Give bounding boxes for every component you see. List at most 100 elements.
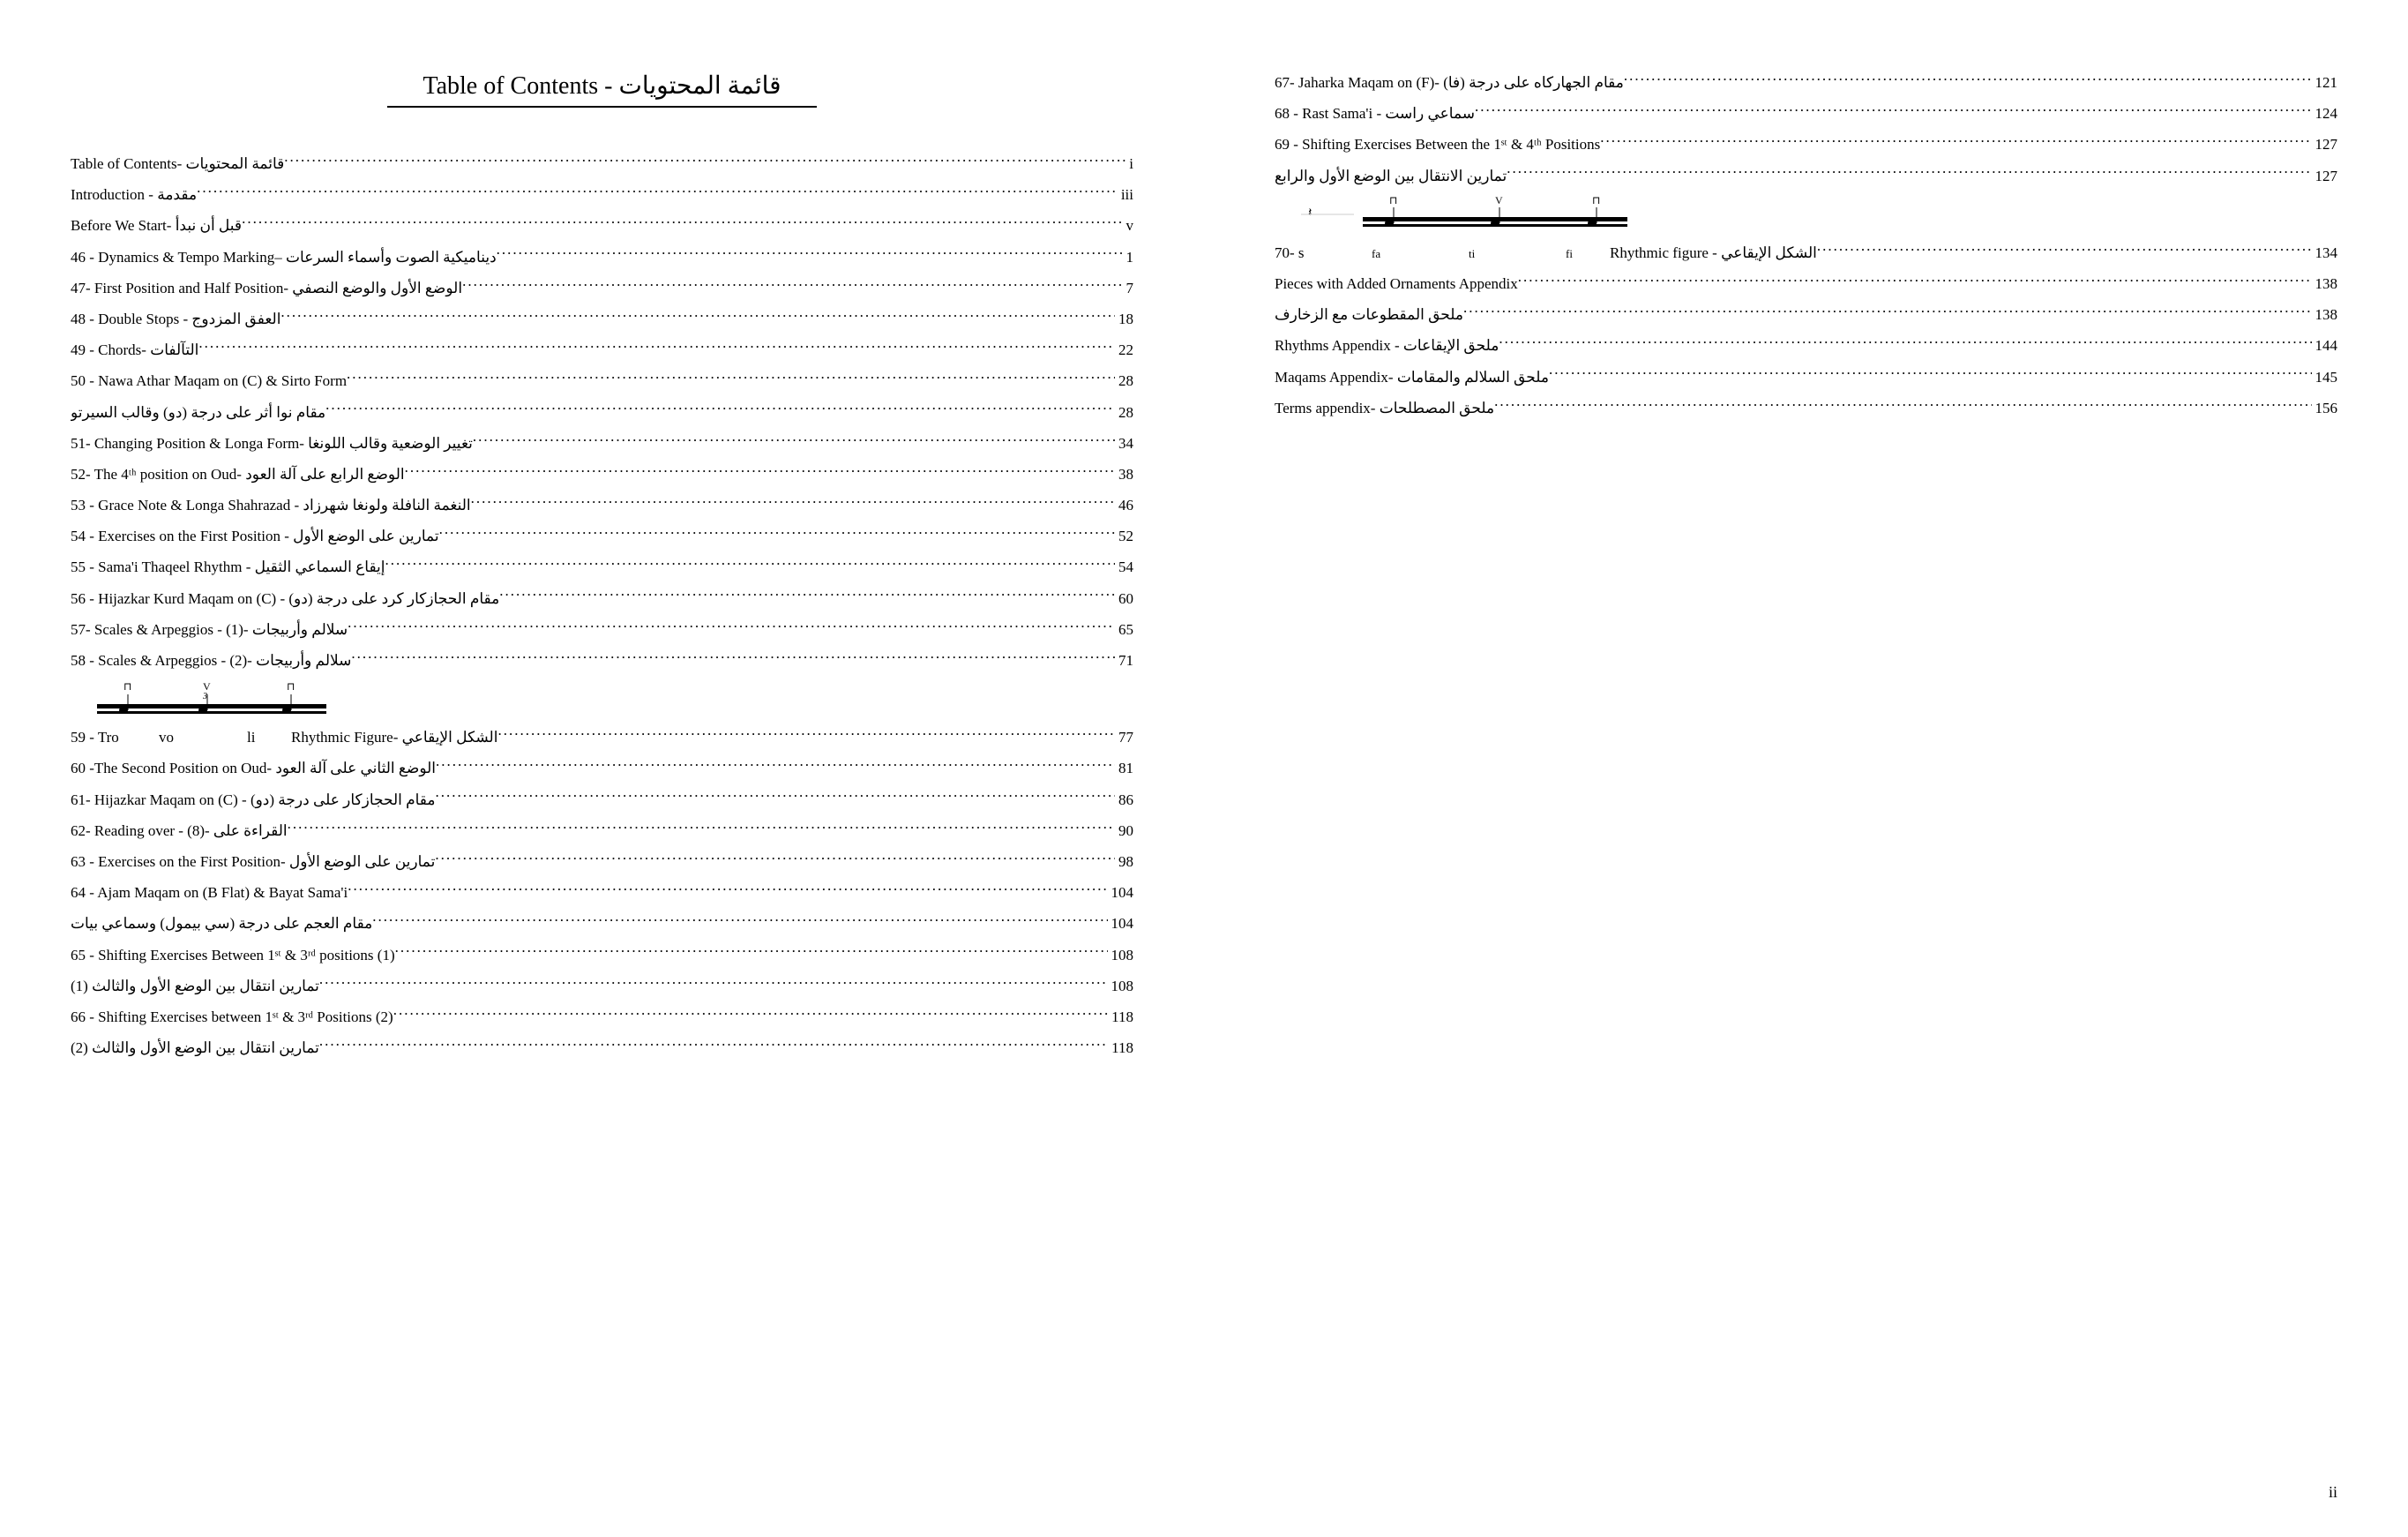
svg-text:⊓: ⊓ [287,681,295,693]
toc-page: 18 [1115,307,1133,331]
toc-page: 118 [1108,1005,1133,1029]
toc-label: 47- First Position and Half Position- ال… [71,276,462,300]
toc-label: تمارين انتقال بين الوضع الأول والثالث (2… [71,1036,319,1060]
toc-page: 28 [1115,401,1133,424]
toc-label: Pieces with Added Ornaments Appendix [1275,272,1518,296]
notation-syllable-line-right: 70- s fa ti fi Rhythmic figure - الشكل ا… [1275,241,2337,265]
toc-entry: 51- Changing Position & Longa Form- تغيي… [71,431,1133,455]
toc-dots [242,215,1122,230]
syllable: 70- s [1275,241,1372,265]
toc-label: 48 - Double Stops - العفق المزدوج [71,307,280,331]
toc-page: 127 [2312,132,2338,156]
toc-entry: 58 - Scales & Arpeggios - (2)- سلالم وأر… [71,649,1133,672]
music-notation-left: ⊓ V 3 ⊓ [97,681,1133,716]
toc-label: 53 - Grace Note & Longa Shahrazad - النغ… [71,493,471,517]
toc-entry: 56 - Hijazkar Kurd Maqam on (C) - مقام ا… [71,587,1133,611]
toc-page: 127 [2312,164,2338,188]
toc-entry: 55 - Sama'i Thaqeel Rhythm - إيقاع السما… [71,555,1133,579]
toc-page: 65 [1115,618,1133,641]
toc-entry: Terms appendix- ملحق المصطلحات 156 [1275,396,2337,420]
toc-dots [1463,304,2312,319]
toc-dots [1518,274,2312,289]
toc-label: 65 - Shifting Exercises Between 1ˢᵗ & 3ʳ… [71,943,395,967]
toc-entry: 64 - Ajam Maqam on (B Flat) & Bayat Sama… [71,881,1133,904]
toc-label: Rhythmic figure - الشكل الإيقاعي [1610,241,1817,265]
toc-dots [198,340,1115,355]
toc-page: 98 [1115,850,1133,873]
toc-dots [436,758,1115,773]
toc-label: 56 - Hijazkar Kurd Maqam on (C) - مقام ا… [71,587,499,611]
toc-dots [1817,243,2312,258]
toc-label: 58 - Scales & Arpeggios - (2)- سلالم وأر… [71,649,351,672]
music-notation-right: 𝄽 ⊓ V ⊓ [1301,197,2337,232]
toc-entry: 67- Jaharka Maqam on (F)- مقام الجهاركاه… [1275,71,2337,94]
toc-page: 38 [1115,462,1133,486]
toc-dots [319,976,1108,991]
title-wrap: Table of Contents - قائمة المحتويات [71,71,1133,134]
toc-entry: Introduction - مقدمة iii [71,183,1133,206]
toc-dots [471,495,1115,510]
toc-page: 7 [1123,276,1134,300]
toc-label: 50 - Nawa Athar Maqam on (C) & Sirto For… [71,369,347,393]
toc-entry: 52- The 4ᵗʰ position on Oud- الوضع الراب… [71,462,1133,486]
toc-entry: Before We Start- قبل أن نبدأ v [71,214,1133,237]
toc-label: Terms appendix- ملحق المصطلحات [1275,396,1494,420]
toc-label: مقام نوا أثر على درجة (دو) وقالب السيرتو [71,401,325,424]
toc-label: 67- Jaharka Maqam on (F)- مقام الجهاركاه… [1275,71,1624,94]
toc-page: 138 [2312,272,2338,296]
toc-label: Before We Start- قبل أن نبدأ [71,214,242,237]
toc-page: 54 [1115,555,1133,579]
toc-page: 138 [2312,303,2338,326]
toc-dots [1507,166,2311,181]
toc-entry: مقام العجم على درجة (سي بيمول) وسماعي بي… [71,911,1133,935]
toc-label: 69 - Shifting Exercises Between the 1ˢᵗ … [1275,132,1600,156]
toc-entry: 47- First Position and Half Position- ال… [71,276,1133,300]
syllable: fi [1566,245,1610,264]
right-page: 67- Jaharka Maqam on (F)- مقام الجهاركاه… [1204,0,2408,1537]
toc-page: 124 [2312,101,2338,125]
toc-page: 145 [2312,365,2338,389]
toc-page: 52 [1115,524,1133,548]
syllable: ti [1469,245,1566,264]
toc-dots [395,945,1108,960]
svg-text:V: V [1495,197,1503,206]
toc-entry: تمارين انتقال بين الوضع الأول والثالث (2… [71,1036,1133,1060]
toc-dots [319,1038,1108,1053]
toc-entry: 66 - Shifting Exercises between 1ˢᵗ & 3ʳ… [71,1005,1133,1029]
toc-list-left-bottom: 60 -The Second Position on Oud- الوضع ال… [71,756,1133,1060]
toc-dots [473,433,1115,448]
syllable: li [247,725,291,749]
toc-entry: تمارين الانتقال بين الوضع الأول والرابع … [1275,164,2337,188]
toc-dots [462,278,1122,293]
toc-dots [405,464,1115,479]
svg-text:⊓: ⊓ [1389,197,1397,206]
svg-text:𝄽: 𝄽 [1308,206,1312,220]
page-title: Table of Contents - قائمة المحتويات [387,71,816,108]
toc-entry: مقام نوا أثر على درجة (دو) وقالب السيرتو… [71,401,1133,424]
toc-dots [372,913,1107,928]
toc-page: v [1123,214,1134,237]
toc-list-left-top: Table of Contents- قائمة المحتويات i Int… [71,152,1133,672]
toc-entry: Maqams Appendix- ملحق السلالم والمقامات … [1275,365,2337,389]
toc-page: 1 [1123,245,1134,269]
toc-label: 68 - Rast Sama'i - سماعي راست [1275,101,1475,125]
toc-page: 71 [1115,649,1133,672]
toc-label: 66 - Shifting Exercises between 1ˢᵗ & 3ʳ… [71,1005,393,1029]
notation-syllable-line-left: 59 - Tro vo li Rhythmic Figure- الشكل ال… [71,725,1133,749]
toc-entry: 48 - Double Stops - العفق المزدوج 18 [71,307,1133,331]
toc-label: Maqams Appendix- ملحق السلالم والمقامات [1275,365,1549,389]
toc-dots [1549,367,2312,382]
svg-text:3: 3 [202,692,207,701]
toc-entry: 63 - Exercises on the First Position- تم… [71,850,1133,873]
toc-label: 51- Changing Position & Longa Form- تغيي… [71,431,473,455]
toc-page: 28 [1115,369,1133,393]
toc-entry: 68 - Rast Sama'i - سماعي راست 124 [1275,101,2337,125]
toc-page: 34 [1115,431,1133,455]
toc-dots [288,821,1115,836]
toc-dots [436,790,1115,805]
toc-entry: تمارين انتقال بين الوضع الأول والثالث (1… [71,974,1133,998]
toc-label: تمارين انتقال بين الوضع الأول والثالث (1… [71,974,319,998]
syllable: fa [1372,245,1469,264]
toc-dots [439,526,1115,541]
toc-label: 62- Reading over - (8)- القراءة على [71,819,288,843]
